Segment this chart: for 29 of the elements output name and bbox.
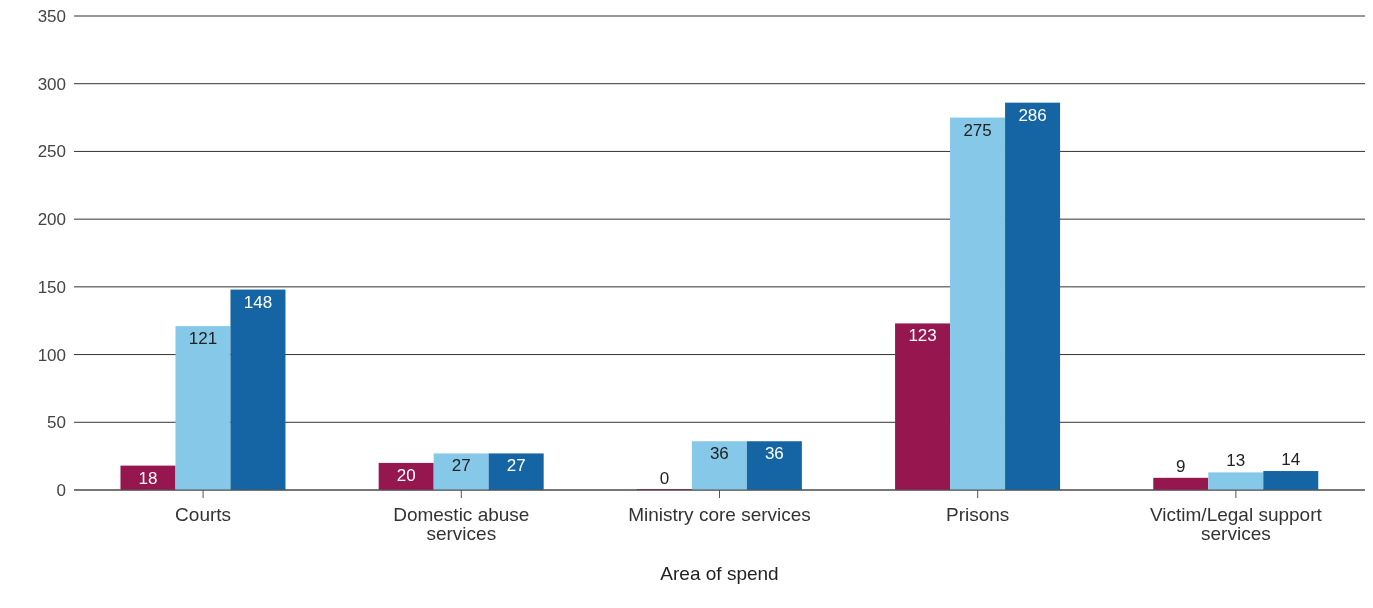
data-label: 36 — [764, 444, 784, 464]
x-tick-label: Ministry core services — [628, 504, 811, 526]
data-label: 0 — [659, 469, 670, 488]
data-label: 18 — [138, 468, 158, 488]
y-tick-label: 300 — [37, 74, 66, 94]
x-tick-label: Courts — [175, 504, 232, 526]
y-tick-label: 100 — [37, 345, 66, 365]
y-tick-label: 150 — [37, 277, 66, 297]
data-label: 275 — [963, 120, 992, 140]
y-tick-label: 0 — [56, 481, 66, 501]
data-label: 9 — [1176, 456, 1186, 476]
data-label: 36 — [709, 444, 729, 464]
y-tick-label: 250 — [37, 142, 66, 162]
data-label: 27 — [451, 456, 471, 476]
data-label: 13 — [1226, 451, 1246, 471]
x-tick-label: Domestic abuse services — [393, 504, 530, 545]
data-label: 121 — [188, 329, 218, 349]
x-tick-label: Prisons — [946, 504, 1010, 526]
data-label: 148 — [243, 292, 273, 312]
data-label: 27 — [506, 456, 526, 476]
y-tick-label: 200 — [37, 210, 66, 230]
data-label: 286 — [1018, 105, 1047, 125]
x-tick-label: Victim/Legal support services — [1149, 504, 1323, 545]
y-tick-label: 50 — [47, 413, 66, 433]
data-label: 14 — [1281, 450, 1301, 470]
x-axis-title: Area of spend — [660, 563, 779, 584]
y-tick-label: 350 — [37, 7, 66, 27]
data-label: 20 — [396, 465, 416, 485]
data-label: 123 — [908, 326, 937, 346]
